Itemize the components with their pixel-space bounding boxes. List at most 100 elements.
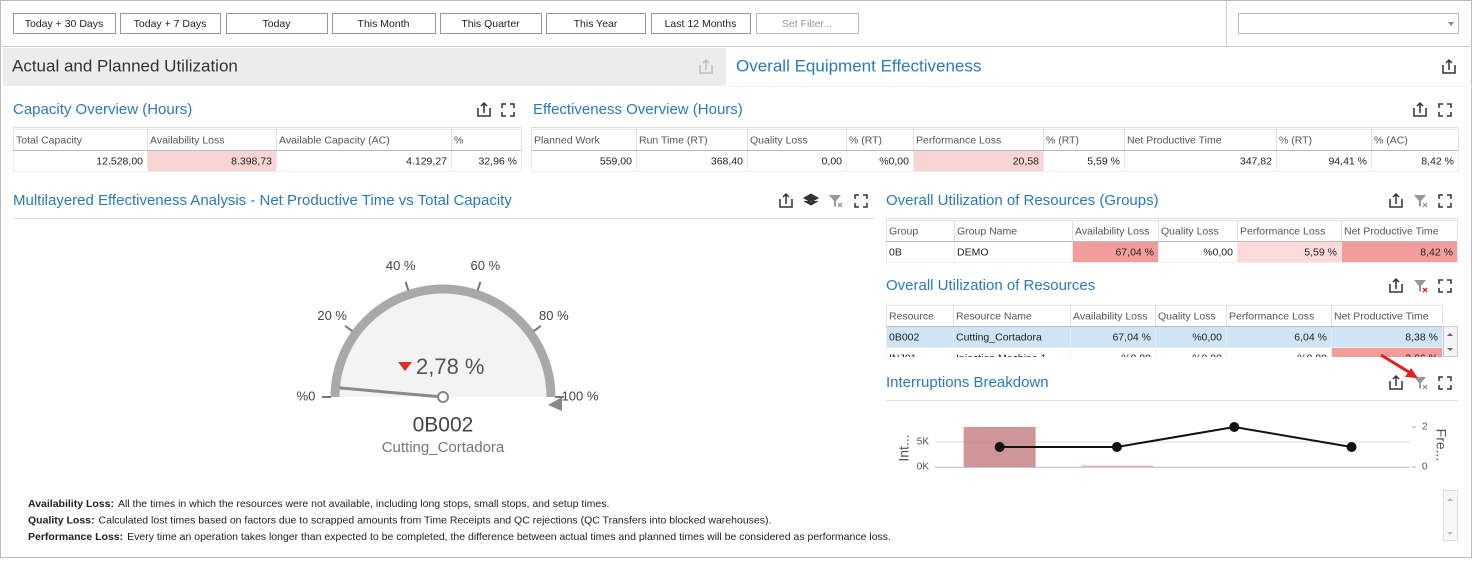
cell-value: %0,00 bbox=[1192, 352, 1222, 364]
maximize-icon[interactable] bbox=[1438, 103, 1452, 117]
table-cell bbox=[1331, 347, 1443, 357]
data-table: Planned Work Run Time (RT) Quality Loss % (… bbox=[531, 129, 1459, 172]
export-icon[interactable] bbox=[699, 58, 713, 74]
export-icon[interactable] bbox=[1389, 192, 1403, 208]
table-cell bbox=[1226, 347, 1332, 357]
clear-filter-icon[interactable] bbox=[829, 195, 841, 207]
toolbar-button[interactable] bbox=[332, 13, 436, 34]
cell-value: 347,82 bbox=[1240, 155, 1272, 167]
annotation-arrow bbox=[1380, 353, 1413, 376]
cell-value: %0,00 bbox=[1121, 352, 1151, 364]
tab-label: Overall Equipment Effectiveness bbox=[736, 56, 981, 75]
cell-value: Cutting_Cortadora bbox=[956, 331, 1042, 343]
maximize-icon[interactable] bbox=[501, 103, 515, 117]
cell-value: DEMO bbox=[957, 246, 989, 258]
panel-title: Overall Utilization of Resources (Groups… bbox=[886, 192, 1159, 209]
column-header: Net Productive Time bbox=[1127, 134, 1222, 146]
note: Performance Loss: Every time an operation… bbox=[28, 531, 891, 543]
cell-value: 94,41 % bbox=[1328, 155, 1367, 167]
toolbar-button-label: This Quarter bbox=[461, 18, 520, 30]
tab-inactive[interactable] bbox=[3, 48, 726, 86]
toolbar-button[interactable] bbox=[226, 13, 328, 34]
note-text: All the times in which the resources wer… bbox=[118, 498, 609, 510]
maximize-icon[interactable] bbox=[854, 194, 868, 208]
panel-title: Interruptions Breakdown bbox=[886, 374, 1049, 391]
cell-value: %0,00 bbox=[879, 155, 909, 167]
maximize-icon[interactable] bbox=[1438, 194, 1452, 208]
gauge-tick bbox=[476, 281, 482, 291]
data-table: Total Capacity Availability Loss Available… bbox=[13, 129, 522, 172]
y2-axis-title: Fre... bbox=[1433, 429, 1449, 462]
column-header: Total Capacity bbox=[16, 134, 83, 146]
column-header: Performance Loss bbox=[1240, 225, 1325, 237]
cell-value: 67,04 % bbox=[1115, 246, 1154, 258]
y-tick-label: 5K bbox=[917, 437, 930, 448]
cell-value: %0,00 bbox=[1192, 331, 1222, 343]
clear-filter-icon[interactable] bbox=[1414, 280, 1426, 292]
note-term: Performance Loss: bbox=[28, 531, 123, 543]
column-header: Quality Loss bbox=[1158, 310, 1216, 322]
layers-icon[interactable] bbox=[802, 193, 820, 206]
cell-value: 368,40 bbox=[711, 155, 743, 167]
line-series bbox=[999, 425, 1352, 448]
toolbar-button[interactable] bbox=[546, 13, 646, 34]
toolbar-button-label: This Month bbox=[358, 18, 410, 30]
filter-placeholder: Set Filter... bbox=[782, 18, 832, 30]
y2-tick-label: 0 bbox=[1422, 462, 1428, 473]
cell-value: INJ01 bbox=[889, 352, 917, 364]
note-text: Calculated lost times based on factors d… bbox=[99, 514, 772, 526]
notes-scroll-down bbox=[1447, 532, 1453, 535]
export-icon[interactable] bbox=[1389, 277, 1403, 293]
note: Availability Loss: All the times in which… bbox=[28, 498, 609, 510]
clear-filter-x bbox=[837, 202, 843, 208]
cell-value: 12.528,00 bbox=[96, 155, 143, 167]
column-header: Resource Name bbox=[956, 310, 1032, 322]
clear-filter-icon[interactable] bbox=[1414, 377, 1426, 389]
toolbar-button[interactable] bbox=[13, 13, 116, 34]
panel-title: Effectiveness Overview (Hours) bbox=[533, 101, 743, 118]
scrollbar[interactable] bbox=[1443, 326, 1458, 357]
gauge-value: 2,78 % bbox=[416, 354, 485, 379]
gauge-face bbox=[339, 293, 547, 397]
cell-value: 67,04 % bbox=[1112, 331, 1151, 343]
table-cell bbox=[1155, 347, 1227, 357]
cell-value: 0,00 bbox=[822, 155, 843, 167]
cell-value: 8,38 % bbox=[1405, 331, 1438, 343]
panel-title: Capacity Overview (Hours) bbox=[13, 101, 192, 118]
export-icon[interactable] bbox=[1413, 101, 1427, 117]
maximize-icon[interactable] bbox=[1438, 279, 1452, 293]
toolbar-button[interactable] bbox=[440, 13, 542, 34]
gauge-end-marker bbox=[548, 397, 562, 411]
filter-box[interactable] bbox=[756, 13, 859, 34]
clear-filter-x bbox=[1422, 202, 1428, 208]
table-cell bbox=[953, 347, 1071, 357]
line-point bbox=[1229, 422, 1240, 432]
column-header: Availability Loss bbox=[150, 134, 225, 146]
export-icon[interactable] bbox=[1389, 374, 1403, 390]
toolbar-button[interactable] bbox=[120, 13, 221, 34]
column-header: Resource bbox=[889, 310, 934, 322]
column-header: Run Time (RT) bbox=[639, 134, 708, 146]
dropdown[interactable] bbox=[1238, 13, 1459, 34]
cell-value: %0,00 bbox=[1203, 246, 1233, 258]
gauge-tick bbox=[533, 325, 542, 332]
line-point bbox=[994, 442, 1005, 452]
column-header: Group bbox=[889, 225, 918, 237]
data-table: Resource Resource Name Availability Loss Qu… bbox=[886, 305, 1443, 364]
column-header: Net Productive Time bbox=[1344, 225, 1439, 237]
column-header: Performance Loss bbox=[1229, 310, 1314, 322]
clear-filter-icon[interactable] bbox=[1414, 195, 1426, 207]
gauge-hub bbox=[437, 391, 449, 403]
export-icon[interactable] bbox=[477, 101, 491, 117]
export-icon[interactable] bbox=[779, 192, 793, 208]
cell-value: 559,00 bbox=[600, 155, 632, 167]
toolbar-button[interactable] bbox=[651, 13, 751, 34]
column-header: % (RT) bbox=[849, 134, 882, 146]
y-tick-label: 0K bbox=[917, 462, 930, 473]
column-header: Performance Loss bbox=[916, 134, 1001, 146]
export-icon[interactable] bbox=[1442, 58, 1456, 74]
notes-scrollbar[interactable] bbox=[1443, 490, 1458, 541]
gauge-resource-name: Cutting_Cortadora bbox=[382, 439, 505, 456]
maximize-icon[interactable] bbox=[1438, 376, 1452, 390]
toolbar-button-label: Last 12 Months bbox=[665, 18, 737, 30]
